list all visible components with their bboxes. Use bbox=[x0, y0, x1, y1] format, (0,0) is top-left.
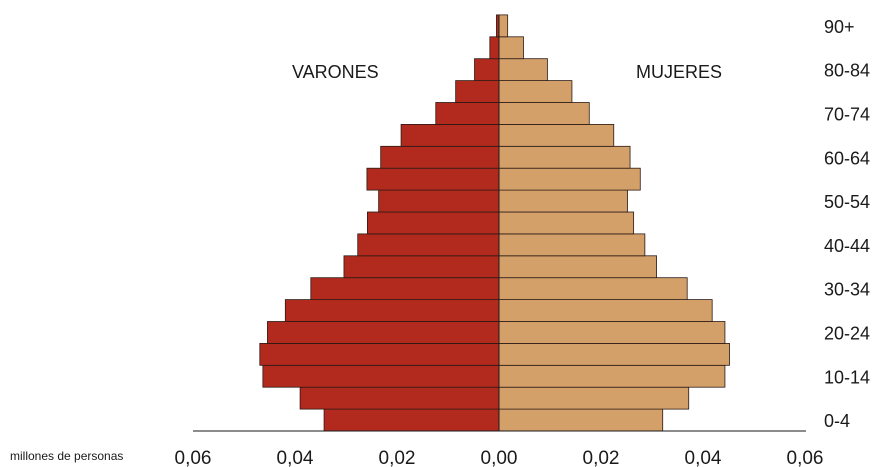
x-tick-label: 0,04 bbox=[685, 448, 722, 467]
age-group-label: 10-14 bbox=[824, 367, 870, 387]
bar-male-65-69 bbox=[400, 124, 500, 147]
bar-male-0-4 bbox=[323, 408, 500, 432]
age-group-label: 0-4 bbox=[824, 411, 850, 431]
bar-male-60-64 bbox=[380, 145, 500, 169]
bar-female-70-74 bbox=[498, 102, 590, 125]
bar-male-85-89 bbox=[489, 36, 500, 60]
bar-male-10-14 bbox=[262, 364, 500, 388]
age-group-label: 80-84 bbox=[824, 61, 870, 81]
bar-female-90+ bbox=[498, 14, 509, 38]
unit-label: millones de personas bbox=[10, 449, 124, 463]
bar-female-55-59 bbox=[498, 167, 641, 191]
bar-female-25-29 bbox=[498, 299, 713, 322]
bar-female-15-19 bbox=[498, 342, 730, 366]
bar-female-30-34 bbox=[498, 277, 688, 301]
bar-female-80-84 bbox=[498, 58, 548, 82]
bar-male-20-24 bbox=[267, 321, 500, 344]
x-tick-label: 0,00 bbox=[481, 448, 518, 467]
x-tick-label: 0,02 bbox=[583, 448, 620, 467]
bar-male-35-39 bbox=[343, 255, 500, 279]
bar-male-40-44 bbox=[357, 233, 500, 257]
bar-female-85-89 bbox=[498, 36, 524, 60]
age-group-label: 60-64 bbox=[824, 148, 870, 168]
bar-male-70-74 bbox=[435, 102, 500, 125]
bar-male-15-19 bbox=[259, 342, 500, 366]
x-tick-labels: 0,06 0,04 0,02 0,00 0,02 0,04 0,06 bbox=[175, 448, 824, 467]
bar-female-50-54 bbox=[498, 189, 628, 213]
age-group-label: 90+ bbox=[824, 17, 855, 37]
x-tick-label: 0,06 bbox=[175, 448, 212, 467]
bar-male-75-79 bbox=[455, 80, 500, 103]
bar-male-25-29 bbox=[284, 299, 500, 322]
x-tick-label: 0,04 bbox=[277, 448, 314, 467]
bar-female-65-69 bbox=[498, 124, 615, 147]
bar-male-45-49 bbox=[367, 211, 500, 235]
bar-female-35-39 bbox=[498, 255, 657, 279]
x-tick-label: 0,02 bbox=[379, 448, 416, 467]
males-label: VARONES bbox=[292, 62, 379, 82]
bar-female-45-49 bbox=[498, 211, 635, 235]
bar-female-10-14 bbox=[498, 364, 726, 388]
bar-female-60-64 bbox=[498, 145, 631, 169]
bar-male-55-59 bbox=[366, 167, 500, 191]
bar-female-5-9 bbox=[498, 386, 690, 410]
age-group-label: 50-54 bbox=[824, 192, 870, 212]
bar-male-30-34 bbox=[310, 277, 500, 301]
x-tick-label: 0,06 bbox=[787, 448, 824, 467]
age-group-labels: 0-4 10-14 20-24 30-34 40-44 50-54 60-64 70-74 80… bbox=[824, 17, 870, 431]
age-group-label: 70-74 bbox=[824, 104, 870, 124]
age-group-label: 40-44 bbox=[824, 236, 870, 256]
bar-male-50-54 bbox=[378, 189, 500, 213]
bar-female-20-24 bbox=[498, 321, 726, 344]
bar-female-75-79 bbox=[498, 80, 573, 103]
age-group-label: 30-34 bbox=[824, 280, 870, 300]
females-label: MUJERES bbox=[636, 62, 723, 82]
bar-male-80-84 bbox=[474, 58, 500, 82]
age-group-label: 20-24 bbox=[824, 323, 870, 343]
bar-male-5-9 bbox=[299, 386, 500, 410]
bar-female-40-44 bbox=[498, 233, 646, 257]
bar-female-0-4 bbox=[498, 408, 664, 432]
